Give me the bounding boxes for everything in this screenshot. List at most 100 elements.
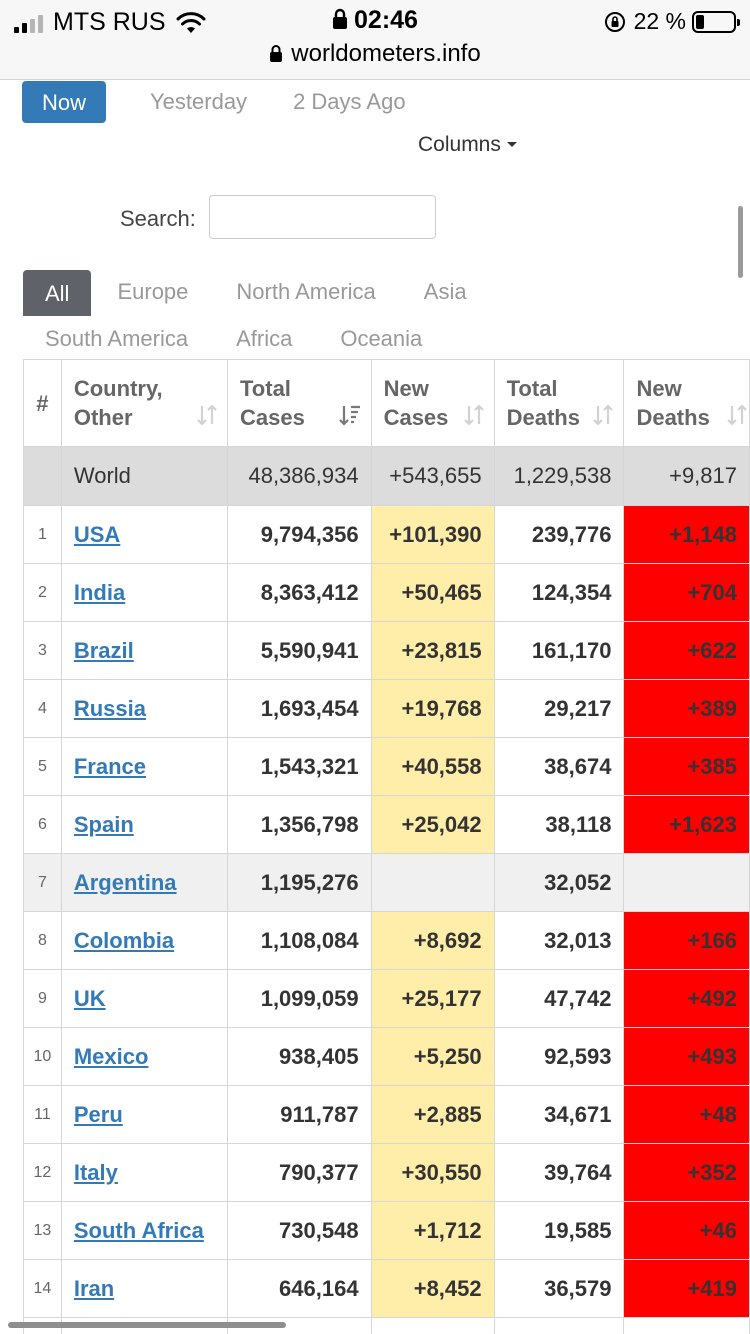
vertical-scrollbar[interactable] [738, 206, 743, 278]
tab-oceania[interactable]: Oceania [340, 326, 423, 351]
table-header-row: # Country, Other Total Cases New Cases Tota… [23, 359, 750, 447]
header-total-cases[interactable]: Total Cases [227, 359, 372, 447]
row-total-deaths: 239,776 [493, 505, 625, 564]
lock-icon [333, 8, 348, 29]
row-country: Italy [60, 1143, 229, 1202]
row-total-deaths: 34,671 [493, 1085, 625, 1144]
row-rank: 11 [23, 1085, 62, 1144]
row-total-deaths: 32,052 [493, 853, 625, 912]
status-time: 02:46 [0, 6, 750, 35]
row-new-deaths: +1,148 [623, 505, 750, 564]
row-new-deaths: +385 [623, 737, 750, 796]
country-link[interactable]: UK [73, 985, 106, 1011]
row-new-cases: +1,712 [370, 1201, 495, 1260]
tab-yesterday[interactable]: Yesterday [150, 89, 248, 114]
table-row: 4 Russia 1,693,454 +19,768 29,217 +389 [23, 679, 750, 738]
row-new-deaths: +493 [623, 1027, 750, 1086]
row-country: Spain [60, 795, 229, 854]
country-link[interactable]: Brazil [73, 637, 134, 663]
row-total-cases: 646,164 [227, 1259, 372, 1318]
tab-all[interactable]: All [23, 270, 92, 316]
row-new-deaths: +166 [623, 911, 750, 970]
country-link[interactable]: Mexico [73, 1043, 149, 1069]
row-new-cases: +8,692 [370, 911, 495, 970]
row-total-cases: 790,377 [227, 1143, 372, 1202]
table-row: 5 France 1,543,321 +40,558 38,674 +385 [23, 737, 750, 796]
header-rank[interactable]: # [23, 359, 62, 447]
row-total-deaths: 47,742 [493, 969, 625, 1028]
row-new-deaths [623, 1317, 750, 1334]
row-country: Peru [60, 1085, 229, 1144]
row-total-deaths: 124,354 [493, 563, 625, 622]
status-left: MTS RUS [14, 8, 206, 37]
row-country: USA [60, 505, 229, 564]
battery-icon [692, 10, 740, 33]
row-total-deaths: 36,579 [493, 1259, 625, 1318]
row-new-cases: +30,550 [370, 1143, 495, 1202]
header-new-cases[interactable]: New Cases [370, 359, 495, 447]
tab-south-america[interactable]: South America [45, 326, 189, 351]
row-country: India [60, 563, 229, 622]
header-new-deaths[interactable]: New Deaths [623, 359, 750, 447]
row-total-deaths: 92,593 [493, 1027, 625, 1086]
header-total-deaths[interactable]: Total Deaths [493, 359, 625, 447]
world-total-deaths: 1,229,538 [493, 446, 625, 506]
row-total-deaths: 38,674 [493, 737, 625, 796]
region-tabs-row-2: South America Africa Oceania [45, 326, 422, 352]
tab-now[interactable]: Now [22, 81, 107, 123]
table-row: 14 Iran 646,164 +8,452 36,579 +419 [23, 1259, 750, 1318]
table-row: 6 Spain 1,356,798 +25,042 38,118 +1,623 [23, 795, 750, 854]
row-rank: 9 [23, 969, 62, 1028]
country-link[interactable]: Argentina [73, 869, 177, 895]
tab-asia[interactable]: Asia [423, 279, 467, 304]
table-row: 1 USA 9,794,356 +101,390 239,776 +1,148 [23, 505, 750, 564]
country-link[interactable]: South Africa [73, 1217, 204, 1243]
table-row: 12 Italy 790,377 +30,550 39,764 +352 [23, 1143, 750, 1202]
url-text: worldometers.info [291, 40, 481, 67]
row-new-cases: +5,250 [370, 1027, 495, 1086]
row-rank: 14 [23, 1259, 62, 1318]
country-link[interactable]: Russia [73, 695, 147, 721]
row-country: Brazil [60, 621, 229, 680]
country-link[interactable]: USA [73, 521, 121, 547]
row-new-cases: +25,177 [370, 969, 495, 1028]
columns-dropdown[interactable]: Columns [418, 133, 517, 157]
header-country[interactable]: Country, Other [60, 359, 229, 447]
row-rank: 1 [23, 505, 62, 564]
table-row: 10 Mexico 938,405 +5,250 92,593 +493 [23, 1027, 750, 1086]
wifi-icon [176, 11, 205, 33]
tab-2-days-ago[interactable]: 2 Days Ago [293, 89, 406, 114]
row-total-cases: 1,099,059 [227, 969, 372, 1028]
country-link[interactable]: Colombia [73, 927, 175, 953]
secure-lock-icon [270, 45, 283, 62]
row-total-cases: 5,590,941 [227, 621, 372, 680]
row-total-cases: 1,356,798 [227, 795, 372, 854]
country-link[interactable]: France [73, 753, 147, 779]
country-link[interactable]: Spain [73, 811, 134, 837]
table-row: 3 Brazil 5,590,941 +23,815 161,170 +622 [23, 621, 750, 680]
row-new-cases [370, 853, 495, 912]
world-new-deaths: +9,817 [623, 446, 750, 506]
search-input[interactable] [209, 195, 436, 239]
tab-north-america[interactable]: North America [236, 279, 376, 304]
address-bar[interactable]: worldometers.info [0, 40, 750, 68]
row-total-cases: 1,543,321 [227, 737, 372, 796]
row-new-deaths: +48 [623, 1085, 750, 1144]
country-link[interactable]: India [73, 579, 126, 605]
table-row: 8 Colombia 1,108,084 +8,692 32,013 +166 [23, 911, 750, 970]
country-link[interactable]: Iran [73, 1275, 115, 1301]
day-tabs: Now Yesterday 2 Days Ago [22, 81, 406, 123]
tab-africa[interactable]: Africa [236, 326, 293, 351]
cell-signal-icon [14, 13, 43, 33]
country-link[interactable]: Italy [73, 1159, 118, 1185]
row-new-cases: +2,885 [370, 1085, 495, 1144]
country-link[interactable]: Peru [73, 1101, 123, 1127]
search-label: Search: [120, 206, 196, 231]
horizontal-scrollbar[interactable] [8, 1322, 286, 1328]
tab-europe[interactable]: Europe [117, 279, 189, 304]
table-row: 2 India 8,363,412 +50,465 124,354 +704 [23, 563, 750, 622]
table-row: 13 South Africa 730,548 +1,712 19,585 +46 [23, 1201, 750, 1260]
world-new-cases: +543,655 [370, 446, 495, 506]
row-rank: 8 [23, 911, 62, 970]
covid-table: # Country, Other Total Cases New Cases Tota… [23, 359, 750, 1334]
